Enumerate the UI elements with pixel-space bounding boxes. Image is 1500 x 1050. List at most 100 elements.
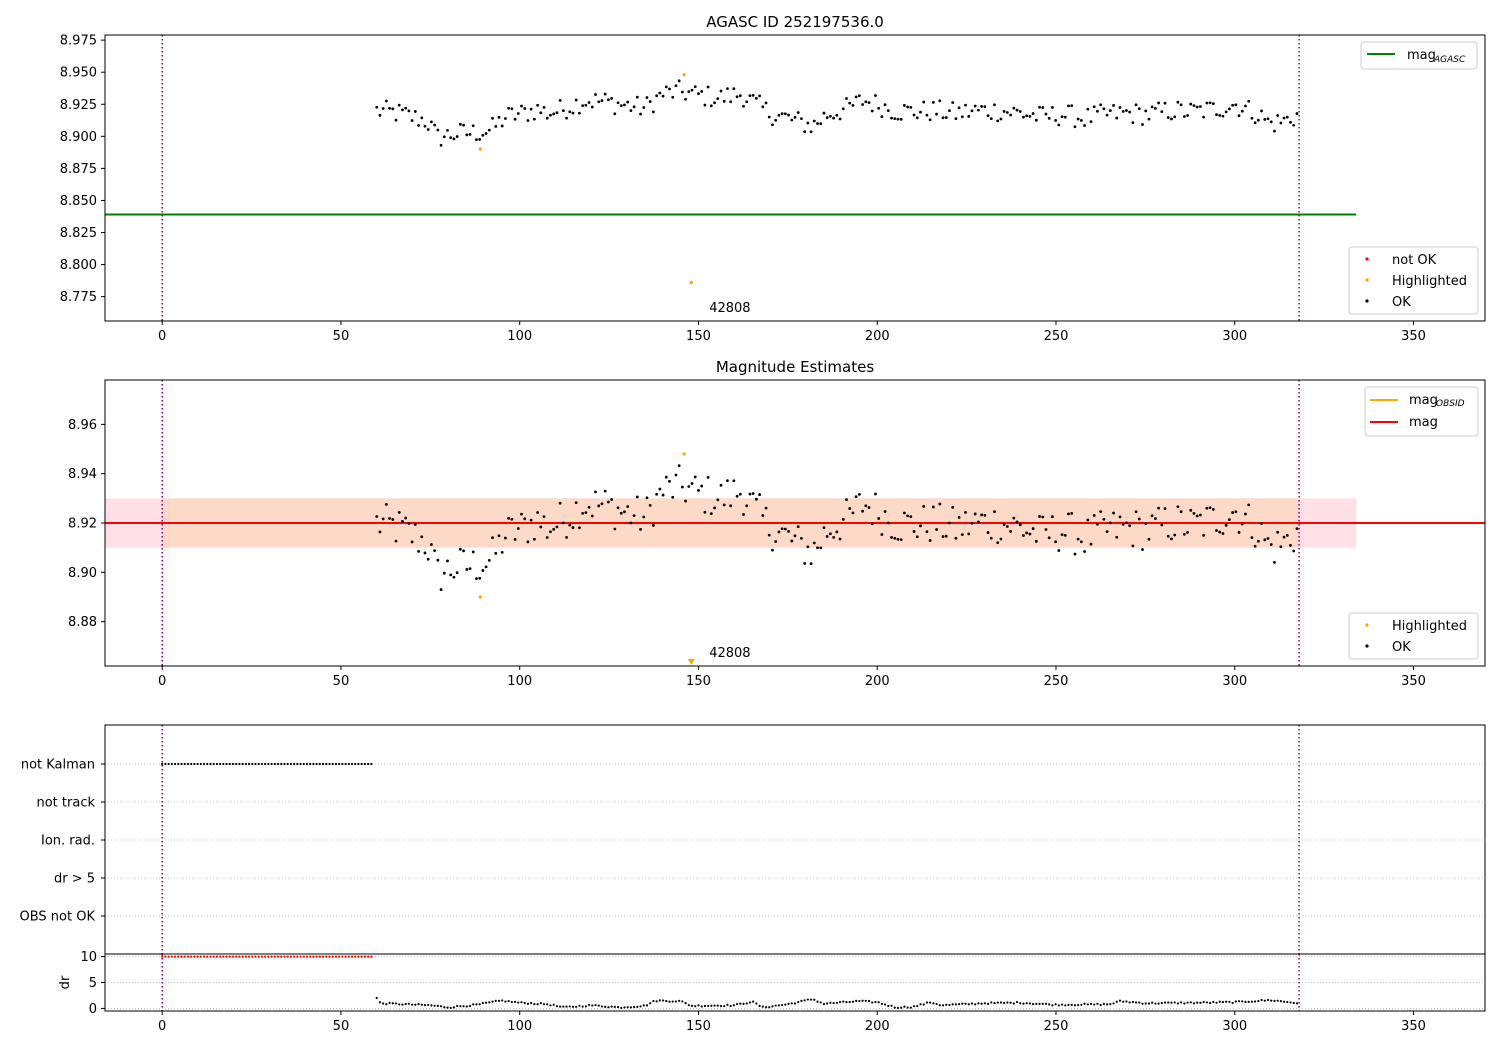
- ok-point: [597, 504, 601, 508]
- dr-not-ok-point: [270, 955, 273, 958]
- ok-point: [851, 511, 855, 515]
- ok-point: [1105, 530, 1109, 534]
- dr-point: [491, 1000, 494, 1003]
- legend-markers: Highlighted OK: [1348, 612, 1479, 660]
- dr-point: [1032, 1002, 1035, 1006]
- dr-point: [649, 1002, 652, 1005]
- dr-point: [1241, 1000, 1244, 1003]
- ok-point: [1282, 116, 1286, 120]
- ok-point: [529, 107, 533, 111]
- ok-point: [748, 492, 752, 496]
- ok-point: [1170, 537, 1173, 541]
- dr-not-ok-point: [186, 955, 190, 958]
- ok-point: [532, 117, 536, 121]
- x-tick-label: 150: [686, 1019, 711, 1034]
- ok-point: [513, 537, 517, 541]
- ok-point: [787, 113, 790, 117]
- ok-point: [1147, 117, 1151, 121]
- dr-point: [758, 1004, 761, 1007]
- ok-point: [713, 101, 716, 105]
- ok-point: [581, 511, 585, 515]
- flag-point: [328, 762, 331, 766]
- ok-point: [1289, 120, 1292, 124]
- dr-point: [1212, 1000, 1215, 1004]
- ok-point: [967, 114, 971, 118]
- dr-point: [761, 1005, 764, 1008]
- x-tick-label: 200: [865, 674, 890, 689]
- highlighted-point: [478, 595, 482, 599]
- ok-point: [504, 117, 507, 120]
- ok-point: [1218, 530, 1222, 534]
- dr-point: [674, 1000, 678, 1003]
- legend-label: OK: [1392, 640, 1411, 655]
- ok-point: [426, 557, 430, 561]
- ok-point: [1028, 115, 1032, 118]
- dr-point: [655, 1000, 658, 1003]
- ok-point: [1096, 522, 1099, 526]
- flag-point: [264, 762, 267, 766]
- dr-point: [633, 1005, 636, 1009]
- ok-point: [561, 109, 565, 113]
- dr-point: [382, 1002, 385, 1005]
- ok-point: [1256, 539, 1260, 543]
- dr-point: [851, 1000, 855, 1003]
- ok-point: [893, 536, 897, 540]
- dr-not-ok-point: [215, 955, 219, 958]
- ok-point: [684, 499, 688, 503]
- ok-point: [996, 541, 1000, 545]
- category-label: not Kalman: [21, 758, 95, 773]
- ok-point: [1102, 517, 1106, 521]
- y-tick-label: 8.96: [68, 418, 97, 433]
- ok-point: [475, 577, 478, 581]
- ok-point: [523, 107, 527, 110]
- dr-point: [620, 1006, 623, 1010]
- dr-point: [781, 1003, 784, 1007]
- x-tick-label: 0: [158, 1019, 166, 1034]
- flag-point: [231, 762, 235, 766]
- x-tick-label: 50: [333, 674, 350, 689]
- ok-point: [1018, 110, 1022, 113]
- ok-point: [626, 505, 630, 508]
- dr-point: [542, 1003, 546, 1006]
- ok-point: [828, 532, 832, 536]
- flag-point: [357, 762, 360, 766]
- ok-point: [539, 525, 543, 529]
- dr-point: [1292, 1001, 1295, 1005]
- ok-point: [693, 85, 697, 89]
- dr-not-ok-point: [254, 955, 257, 958]
- ok-point: [1038, 105, 1041, 109]
- legend-label: mag: [1409, 415, 1438, 430]
- ok-point: [899, 538, 903, 542]
- flag-point: [167, 762, 170, 766]
- dr-point: [1060, 1003, 1064, 1006]
- dr-panel: 0 50 100 150 200 250 300 350 0 5 10 dr: [58, 950, 1486, 1034]
- ok-point: [1182, 115, 1186, 118]
- ok-point: [754, 96, 758, 100]
- flag-point: [367, 762, 370, 766]
- ok-point: [430, 120, 433, 124]
- dr-not-ok-point: [347, 955, 350, 958]
- ok-point: [1031, 527, 1035, 530]
- ok-point: [594, 490, 597, 494]
- ok-point: [857, 492, 861, 496]
- ok-point: [867, 506, 871, 509]
- ok-point: [835, 530, 839, 534]
- ok-point: [709, 512, 713, 516]
- dr-not-ok-point: [260, 955, 264, 958]
- ok-point: [928, 118, 932, 122]
- dr-point: [893, 1006, 896, 1009]
- ok-point: [375, 105, 379, 109]
- ok-point: [558, 98, 562, 102]
- dr-point: [626, 1006, 629, 1009]
- dr-not-ok-point: [363, 955, 367, 958]
- ok-point: [751, 93, 755, 97]
- ok-point: [787, 530, 790, 533]
- ok-point: [1025, 114, 1029, 118]
- ok-point: [1153, 517, 1157, 520]
- ok-point: [1176, 100, 1180, 104]
- flag-point: [180, 762, 183, 766]
- ok-point: [661, 493, 665, 497]
- ok-point: [1015, 108, 1019, 112]
- ok-point: [1073, 552, 1077, 556]
